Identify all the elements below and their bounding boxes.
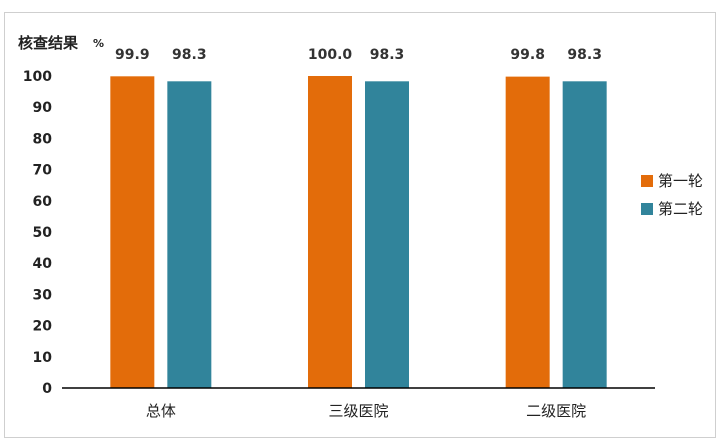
data-labels: 99.9 98.3 100.0 98.3 99.8 98.3 [115,47,602,63]
y-tick-label: 100 [23,69,52,85]
y-tick-label: 90 [33,100,53,116]
data-label: 98.3 [172,47,207,63]
bar [505,76,550,389]
y-axis-unit: % [93,37,104,50]
y-tick-label: 10 [33,350,53,366]
data-label: 98.3 [567,47,602,63]
legend-swatch [641,203,653,215]
y-tick-label: 50 [33,225,53,241]
y-axis-title: 核查结果 [18,34,79,52]
bar [167,81,212,388]
x-category-label: 二级医院 [526,402,586,420]
bars [110,76,607,389]
y-tick-label: 30 [33,287,53,303]
bar [110,76,155,388]
y-tick-label: 20 [33,319,53,335]
legend-label: 第二轮 [658,200,703,218]
bar [308,76,352,388]
legend-swatch [641,175,653,187]
bar [365,81,409,388]
data-label: 99.9 [115,47,150,63]
bar [562,81,607,388]
data-label: 99.8 [510,47,545,63]
x-axis-labels: 总体 三级医院 二级医院 [146,402,586,420]
y-tick-label: 60 [33,194,53,210]
x-category-label: 三级医院 [328,402,388,420]
y-tick-label: 40 [33,256,53,272]
legend-label: 第一轮 [658,172,703,190]
y-tick-label: 70 [33,163,53,179]
data-label: 100.0 [308,47,353,63]
chart-frame [4,12,716,438]
x-category-label: 总体 [146,402,176,420]
data-label: 98.3 [370,47,405,63]
y-tick-label: 80 [33,131,53,147]
y-axis-ticks: 0 10 20 30 40 50 60 70 80 90 100 [23,69,52,397]
y-tick-label: 0 [42,381,52,397]
